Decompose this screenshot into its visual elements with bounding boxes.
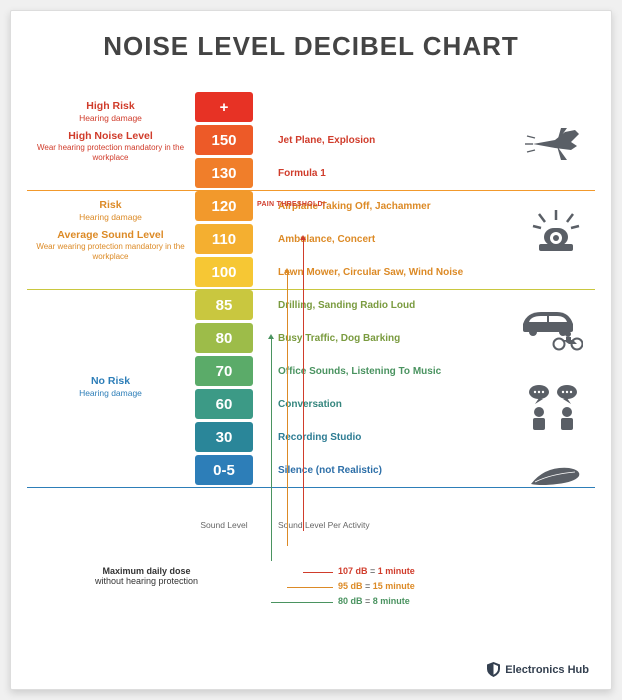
conversation-icon [523, 382, 583, 432]
activity-column: Jet Plane, ExplosionFormula 1Airplane Ta… [278, 92, 498, 488]
jet-icon [525, 120, 583, 168]
level-bar: + [195, 92, 253, 122]
section-divider [27, 289, 595, 290]
dose-arrow-h [287, 587, 333, 588]
axis-labels: Sound Level Sound Level Per Activity [33, 520, 589, 530]
dose-arrow [271, 338, 272, 561]
activity-label: Lawn Mower, Circular Saw, Wind Noise [278, 257, 498, 287]
dose-arrow-head [284, 268, 290, 273]
dose-header: Maximum daily dose without hearing prote… [95, 566, 198, 586]
level-bar: 150 [195, 125, 253, 155]
level-bar: 0-5 [195, 455, 253, 485]
chart-grid: +15013012011010085807060300-5 Jet Plane,… [33, 92, 589, 517]
dose-arrow-head [268, 334, 274, 339]
car-bike-icon [519, 302, 583, 352]
activity-label: Office Sounds, Listening To Music [278, 356, 498, 386]
activity-label: Drilling, Sanding Radio Loud [278, 290, 498, 320]
dose-line: 80 dB = 8 minute [338, 596, 410, 606]
category-role-sub: Wear hearing protection mandatory in the… [33, 143, 188, 163]
dose-section: Maximum daily dose without hearing prote… [33, 548, 589, 628]
category-sub: Hearing damage [33, 113, 188, 124]
dose-arrow-h [271, 602, 333, 603]
shield-icon [487, 662, 500, 677]
level-bar: 80 [195, 323, 253, 353]
level-bar: 100 [195, 257, 253, 287]
category-role-sub: Wear wearing protection mandatory in the… [33, 242, 188, 262]
category-block: No RiskHearing damage [33, 375, 188, 399]
footer-text: Electronics Hub [505, 664, 589, 676]
category-title: Risk [33, 199, 188, 212]
bar-column: +15013012011010085807060300-5 [195, 92, 253, 488]
siren-icon [529, 208, 583, 258]
level-bar: 70 [195, 356, 253, 386]
chart-title: NOISE LEVEL DECIBEL CHART [33, 31, 589, 62]
section-divider [27, 190, 595, 191]
category-role: Average Sound Level [33, 229, 188, 242]
level-bar: 30 [195, 422, 253, 452]
activity-label: Silence (not Realistic) [278, 455, 498, 485]
dose-line: 107 dB = 1 minute [338, 566, 415, 576]
footer-brand: Electronics Hub [487, 662, 589, 677]
dose-arrow-head [300, 235, 306, 240]
section-divider [27, 487, 595, 488]
category-block: RiskHearing damage Average Sound LevelWea… [33, 199, 188, 262]
dose-header-2: without hearing protection [95, 576, 198, 586]
axis-left: Sound Level [195, 520, 253, 530]
dose-line: 95 dB = 15 minute [338, 581, 415, 591]
category-title: High Risk [33, 100, 188, 113]
dose-arrow-h [303, 572, 333, 573]
dose-arrow [303, 239, 304, 531]
category-sub: Hearing damage [33, 388, 188, 399]
level-bar: 110 [195, 224, 253, 254]
category-sub: Hearing damage [33, 212, 188, 223]
activity-label: Ambulance, Concert [278, 224, 498, 254]
dose-header-1: Maximum daily dose [103, 566, 191, 576]
activity-label: Recording Studio [278, 422, 498, 452]
activity-label [278, 92, 498, 122]
pain-threshold-label: PAIN THRESHOLD! [257, 201, 326, 208]
category-role: High Noise Level [33, 130, 188, 143]
activity-label: Formula 1 [278, 158, 498, 188]
level-bar: 85 [195, 290, 253, 320]
activity-label: Jet Plane, Explosion [278, 125, 498, 155]
level-bar: 120 [195, 191, 253, 221]
level-bar: 130 [195, 158, 253, 188]
activity-label: Conversation [278, 389, 498, 419]
chart-card: NOISE LEVEL DECIBEL CHART +1501301201101… [10, 10, 612, 690]
level-bar: 60 [195, 389, 253, 419]
activity-label: Busy Traffic, Dog Barking [278, 323, 498, 353]
feather-icon [527, 462, 583, 492]
category-block: High RiskHearing damage High Noise LevelW… [33, 100, 188, 163]
category-title: No Risk [33, 375, 188, 388]
dose-arrow [287, 272, 288, 546]
